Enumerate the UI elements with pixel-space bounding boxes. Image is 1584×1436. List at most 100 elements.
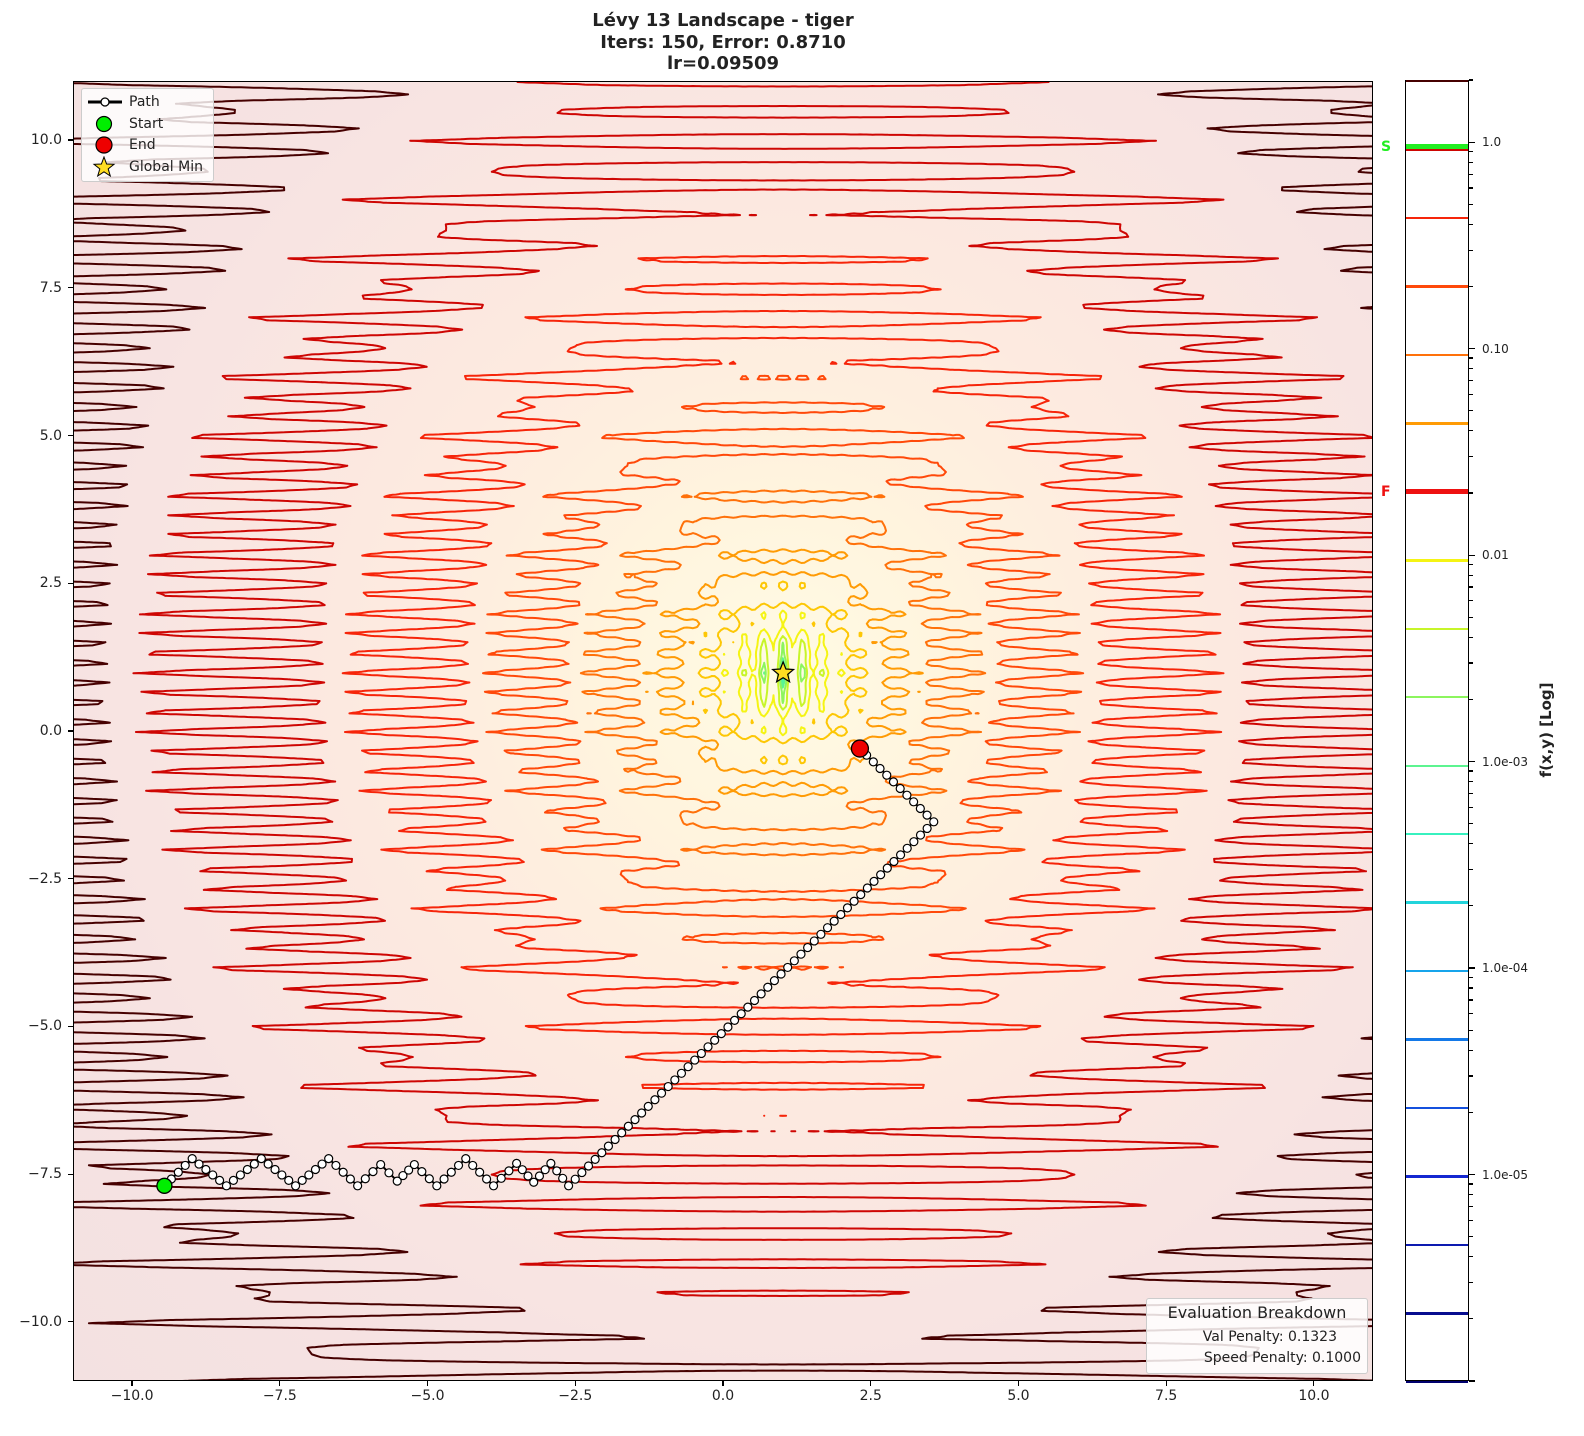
path-point — [242, 1164, 252, 1175]
path-point — [789, 956, 799, 966]
end-marker — [850, 739, 870, 758]
path-point — [736, 1009, 746, 1019]
colorbar-minor-tick — [1469, 380, 1473, 382]
path-point — [409, 1159, 419, 1170]
x-tick-label: 5.0 — [1007, 1388, 1030, 1404]
colorbar-minor-tick — [1469, 455, 1473, 458]
colorbar-minor-tick — [1469, 586, 1473, 588]
colorbar-minor-tick — [1469, 1219, 1473, 1221]
x-tick-label: 0.0 — [711, 1388, 735, 1404]
colorbar-minor-tick — [1469, 1183, 1473, 1185]
title-line-3: lr=0.09509 — [666, 53, 780, 74]
y-tick-label: −2.5 — [28, 870, 62, 887]
path-point — [398, 1170, 408, 1181]
path-point — [922, 810, 932, 820]
path-point — [284, 1175, 294, 1185]
legend-end: End — [82, 135, 213, 155]
colorbar-level-line — [1406, 79, 1468, 83]
contour-level-13 — [697, 580, 869, 766]
path-point — [623, 1121, 633, 1131]
colorbar-major-tick — [1469, 348, 1475, 350]
colorbar-minor-tick — [1469, 999, 1473, 1001]
colorbar-level-line — [1406, 969, 1468, 973]
x-tick-mark — [1017, 1381, 1020, 1386]
colorbar-minor-tick — [1469, 151, 1473, 153]
path-point — [915, 803, 925, 814]
path-point — [882, 863, 892, 873]
contour-level-16 — [482, 374, 1085, 971]
path-point — [570, 1174, 580, 1184]
path-point — [690, 1055, 700, 1065]
colorbar-minor-tick — [1469, 1256, 1473, 1258]
path-point — [929, 817, 939, 827]
colorbar-level-line — [1406, 216, 1468, 220]
path-point — [534, 1171, 545, 1181]
path-point — [656, 1088, 667, 1098]
colorbar-minor-tick — [1469, 1029, 1473, 1031]
y-tick-label: 2.5 — [39, 575, 62, 592]
x-tick-label: 10.0 — [1298, 1388, 1330, 1404]
path-point — [461, 1154, 471, 1164]
x-tick-mark — [1165, 1381, 1167, 1386]
colorbar-minor-tick — [1469, 1193, 1473, 1196]
x-tick-mark — [426, 1381, 429, 1386]
contour-level-19 — [74, 82, 1372, 1380]
path-point — [869, 876, 879, 886]
colorbar-minor-tick — [1469, 792, 1473, 795]
path-point — [173, 1167, 183, 1177]
colorbar-minor-tick — [1469, 905, 1473, 907]
contour-level-18 — [132, 82, 1372, 1297]
path-point — [888, 777, 899, 787]
path-point — [756, 989, 766, 999]
colorbar-level-line — [1406, 901, 1468, 904]
path-point — [446, 1167, 456, 1177]
path-point — [895, 783, 905, 794]
colorbar-minor-tick — [1469, 1205, 1473, 1208]
contour-plot — [74, 82, 1372, 1380]
colorbar-major-tick — [1469, 1173, 1475, 1176]
title-line-2: Iters: 150, Error: 0.8710 — [600, 31, 846, 53]
path-point — [763, 982, 773, 992]
colorbar-major-tick — [1469, 141, 1475, 143]
path-point — [552, 1166, 562, 1176]
path-point — [875, 763, 885, 774]
colorbar-minor-tick — [1469, 698, 1473, 700]
path-point — [590, 1154, 600, 1164]
path-point — [637, 1108, 647, 1118]
colorbar-marker-line — [1406, 489, 1468, 495]
path-point — [453, 1160, 464, 1171]
x-tick-label: −5.0 — [410, 1388, 445, 1404]
path-point — [376, 1159, 386, 1170]
path-point — [221, 1181, 232, 1191]
path-point — [862, 883, 872, 893]
colorbar-tick-label: 0.01 — [1482, 548, 1509, 563]
path-point — [822, 923, 833, 933]
path-point — [392, 1176, 402, 1186]
val-penalty: Val Penalty: 0.1323 — [1202, 1329, 1337, 1345]
colorbar-minor-tick — [1469, 823, 1473, 825]
path-point — [597, 1148, 607, 1158]
legend-label: End — [129, 137, 156, 153]
legend-start: Start — [82, 114, 213, 134]
path-point — [546, 1158, 556, 1168]
x-tick-mark — [131, 1381, 133, 1386]
colorbar-marker-label: F — [1381, 483, 1391, 500]
colorbar-level-line — [1406, 627, 1468, 630]
path-point — [729, 1015, 740, 1025]
legend-label: Start — [129, 116, 164, 132]
x-tick-mark — [1313, 1381, 1315, 1386]
path-point — [439, 1174, 449, 1184]
colorbar-level-line — [1406, 1312, 1468, 1315]
path-point — [504, 1166, 514, 1176]
legend: Path Start End Global Min — [81, 88, 214, 182]
start-marker-icon — [95, 115, 113, 133]
path-point — [529, 1177, 539, 1187]
path-point — [716, 1028, 726, 1039]
path-point — [432, 1181, 442, 1191]
x-tick-label: 7.5 — [1155, 1388, 1178, 1404]
colorbar-minor-tick — [1469, 976, 1473, 979]
path-point — [643, 1101, 653, 1112]
path-point — [915, 830, 926, 840]
y-tick-mark — [68, 878, 73, 880]
legend-global-min: Global Min — [82, 156, 213, 178]
